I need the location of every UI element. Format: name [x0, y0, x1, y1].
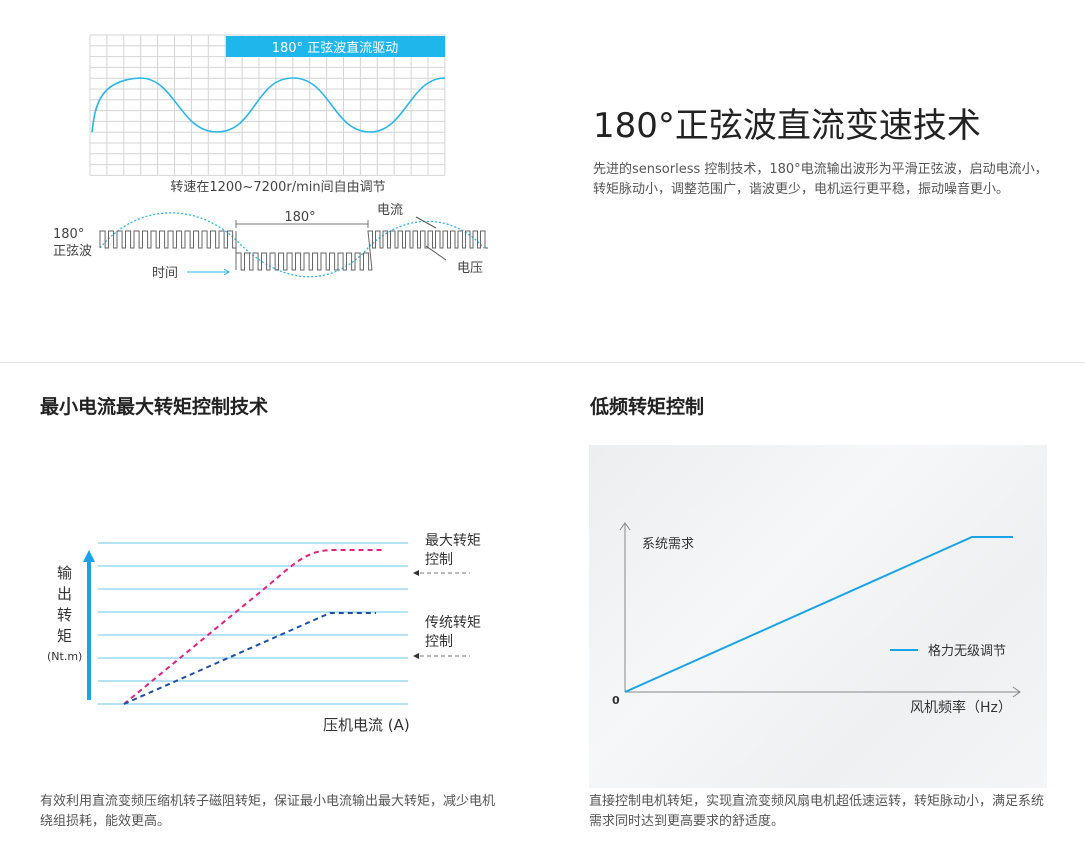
y-label-3: 转	[57, 606, 72, 624]
pwm-signal	[99, 230, 488, 271]
label-voltage: 电压	[457, 261, 483, 276]
label-current: 电流	[377, 203, 403, 218]
y-label-1: 输	[57, 564, 72, 582]
legend-label: 格力无级调节	[928, 643, 1006, 659]
label-sine-2: 正弦波	[53, 243, 92, 259]
y-label-4: 矩	[57, 627, 72, 645]
label-180: 180°	[284, 210, 315, 225]
legend-trad-2: 控制	[425, 634, 453, 650]
lowfreq-desc: 直接控制电机转矩，实现直流变频风扇电机超低速运转，转矩脉动小，满足系统需求同时达…	[589, 794, 1045, 829]
sine-desc: 先进的sensorless 控制技术，180°电流输出波形为平滑正弦波，启动电流…	[593, 162, 1048, 197]
torque-title: 最小电流最大转矩控制技术	[40, 396, 269, 418]
traditional-torque-line	[123, 612, 376, 705]
max-torque-line	[123, 549, 383, 705]
lowfreq-chart-bg	[589, 445, 1047, 788]
label-sine-1: 180°	[53, 227, 84, 242]
y-unit: (Nt.m)	[47, 650, 82, 663]
stepless-line	[624, 536, 1013, 693]
y-label: 系统需求	[642, 537, 694, 552]
y-label-2: 出	[57, 585, 72, 603]
pointer-icon	[413, 653, 419, 659]
legend-max-2: 控制	[425, 552, 453, 568]
sine-title: 180°正弦波直流变速技术	[593, 106, 981, 146]
label-time: 时间	[152, 266, 178, 281]
pointer-icon	[413, 570, 419, 576]
sine-curve	[91, 77, 446, 133]
lowfreq-chart: 系统需求 0 风机频率（Hz） 格力无级调节	[612, 522, 1021, 716]
banner-label: 180° 正弦波直流驱动	[272, 40, 398, 56]
x-label: 风机频率（Hz）	[910, 699, 1012, 716]
divider	[0, 362, 1085, 363]
torque-chart: 输 出 转 矩 (Nt.m) 最大转矩 控制 传统转矩 控制 压机电流 (A)	[47, 533, 481, 734]
lowfreq-title: 低频转矩控制	[590, 396, 705, 418]
torque-desc: 有效利用直流变频压缩机转子磁阻转矩，保证最小电流输出最大转矩，减少电机绕组损耗，…	[40, 794, 496, 829]
sine-wave-diagram: 180° 正弦波直流驱动 转速在1200~7200r/min间自由调节 180°…	[53, 34, 488, 281]
origin-label: 0	[612, 694, 620, 707]
sine-dotted	[99, 212, 485, 278]
legend-trad-1: 传统转矩	[425, 615, 481, 631]
x-label: 压机电流 (A)	[323, 716, 410, 734]
caption: 转速在1200~7200r/min间自由调节	[170, 180, 385, 195]
banner-bg	[226, 36, 445, 57]
legend-max-1: 最大转矩	[425, 533, 481, 549]
